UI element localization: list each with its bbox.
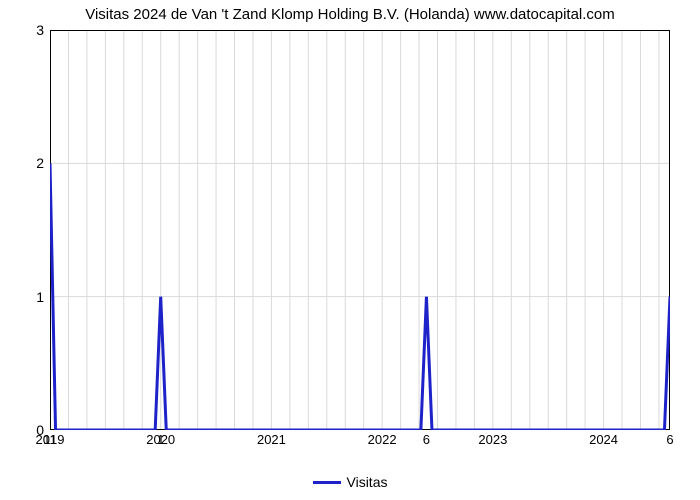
legend-item: Visitas: [313, 474, 388, 490]
x-tick-label: 2021: [257, 432, 286, 447]
x-axis-labels: 201920202021202220232024: [50, 432, 670, 452]
chart-title: Visitas 2024 de Van 't Zand Klomp Holdin…: [0, 6, 700, 23]
x-tick-label: 2024: [589, 432, 618, 447]
y-axis-labels: 0123: [0, 30, 44, 430]
y-tick-label: 3: [36, 22, 44, 38]
chart-container: Visitas 2024 de Van 't Zand Klomp Holdin…: [0, 0, 700, 500]
x-tick-label: 2022: [368, 432, 397, 447]
legend-label: Visitas: [347, 474, 388, 490]
y-tick-label: 1: [36, 289, 44, 305]
y-tick-label: 2: [36, 155, 44, 171]
legend-line: [313, 481, 341, 484]
plot-area: [50, 30, 670, 430]
x-tick-label: 2019: [36, 432, 65, 447]
chart-svg: [50, 30, 670, 430]
x-tick-label: 2023: [478, 432, 507, 447]
legend: Visitas: [0, 471, 700, 491]
x-tick-label: 2020: [146, 432, 175, 447]
